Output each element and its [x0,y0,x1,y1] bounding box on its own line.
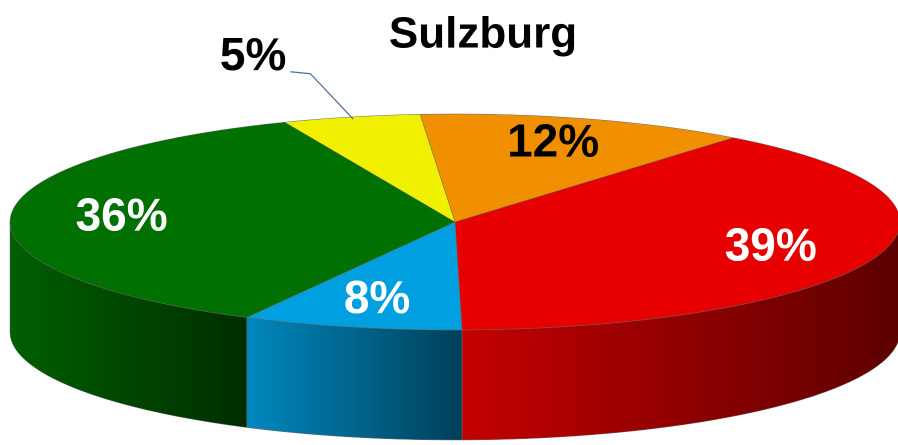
data-label: 12% [507,115,599,167]
slice [245,221,463,331]
slice [419,113,734,223]
data-label: 8% [344,271,410,323]
data-label: 5% [220,28,286,80]
slice [454,137,898,331]
leader-line [290,71,354,120]
data-label: 39% [725,218,817,270]
chart-title: Sulzburg [389,9,577,58]
data-label: 36% [76,188,168,240]
slice [9,121,456,318]
slice-side [246,317,463,441]
